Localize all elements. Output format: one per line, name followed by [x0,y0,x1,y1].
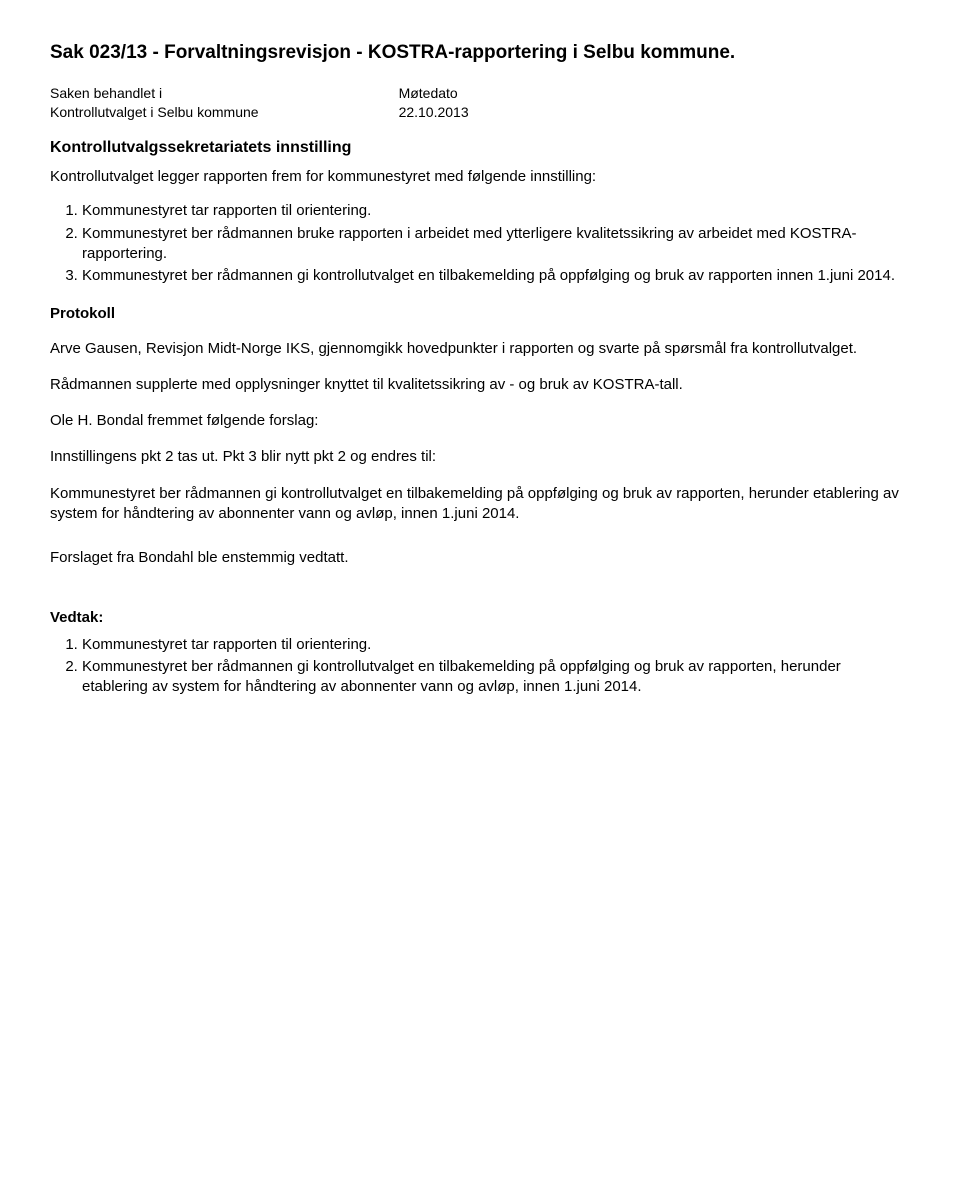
vedtak-list: Kommunestyret tar rapporten til orienter… [50,635,910,698]
protokoll-para: Forslaget fra Bondahl ble enstemmig vedt… [50,548,910,568]
innstilling-item: Kommunestyret ber rådmannen gi kontrollu… [82,266,910,286]
protokoll-para: Kommunestyret ber rådmannen gi kontrollu… [50,484,910,525]
innstilling-item: Kommunestyret ber rådmannen bruke rappor… [82,224,910,265]
innstilling-item: Kommunestyret tar rapporten til orienter… [82,201,910,221]
innstilling-intro: Kontrollutvalget legger rapporten frem f… [50,167,910,187]
meta-col2-value: 22.10.2013 [399,103,469,122]
innstilling-heading: Kontrollutvalgssekretariatets innstillin… [50,137,910,159]
protokoll-para: Ole H. Bondal fremmet følgende forslag: [50,411,910,431]
vedtak-heading: Vedtak: [50,608,910,628]
protokoll-para: Innstillingens pkt 2 tas ut. Pkt 3 blir … [50,447,910,467]
innstilling-list: Kommunestyret tar rapporten til orienter… [50,201,910,286]
meta-col2-header: Møtedato [399,84,469,103]
vedtak-item: Kommunestyret ber rådmannen gi kontrollu… [82,657,910,698]
meta-col1-header: Saken behandlet i [50,84,399,103]
protokoll-para: Rådmannen supplerte med opplysninger kny… [50,375,910,395]
meta-table: Saken behandlet i Møtedato Kontrollutval… [50,84,469,122]
meta-col1-value: Kontrollutvalget i Selbu kommune [50,103,399,122]
protokoll-heading: Protokoll [50,304,910,324]
vedtak-item: Kommunestyret tar rapporten til orienter… [82,635,910,655]
protokoll-para: Arve Gausen, Revisjon Midt-Norge IKS, gj… [50,339,910,359]
page-title: Sak 023/13 - Forvaltningsrevisjon - KOST… [50,40,910,66]
